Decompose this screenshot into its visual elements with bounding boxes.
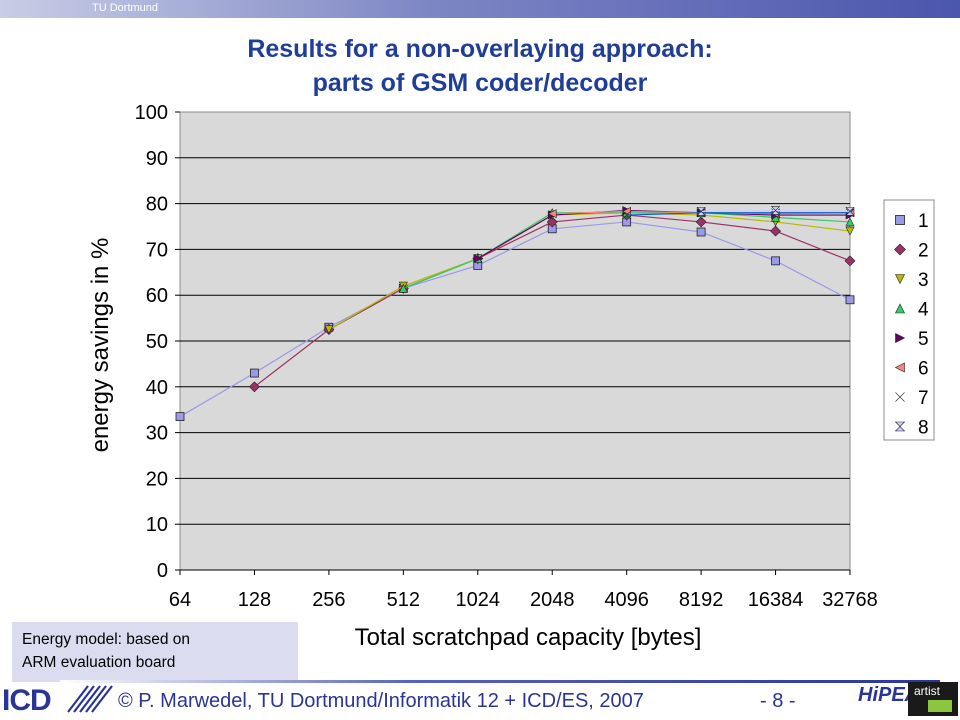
legend-entry: 7: [895, 388, 929, 409]
data-point: [324, 325, 334, 335]
legend-label: 6: [918, 359, 929, 380]
series-line: [179, 221, 851, 418]
series-line: [328, 212, 851, 331]
data-point: [250, 368, 259, 378]
data-point: [844, 255, 856, 267]
legend-label: 5: [918, 329, 929, 350]
y-tick-label: 0: [157, 560, 168, 582]
x-tick-label: 1024: [456, 589, 501, 611]
x-tick-label: 4096: [604, 589, 649, 611]
data-point: [895, 274, 905, 285]
data-point: [845, 217, 855, 227]
data-point: [175, 412, 185, 421]
artist-logo: artist: [914, 684, 941, 698]
series-line: [626, 212, 850, 216]
legend-entry: 1: [895, 211, 929, 232]
data-point: [398, 283, 408, 293]
legend-label: 1: [918, 211, 929, 232]
legend-entry: 6: [894, 359, 929, 380]
data-point: [895, 303, 905, 314]
y-tick-label: 80: [146, 194, 168, 216]
data-point: [546, 216, 558, 228]
legend-label: 8: [918, 418, 929, 439]
data-point: [696, 207, 706, 216]
data-point: [845, 295, 855, 305]
x-tick-label: 16384: [748, 589, 804, 611]
page-number: - 8 -: [760, 690, 796, 712]
legend-entry: 8: [894, 418, 929, 439]
data-point: [547, 209, 557, 219]
y-axis-label: energy savings in %: [87, 238, 114, 453]
top-banner: TU Dortmund: [0, 0, 960, 18]
series-8: [696, 206, 855, 216]
data-point: [894, 243, 906, 256]
data-point: [249, 381, 260, 393]
legend-entry: 4: [895, 300, 929, 321]
data-point: [695, 216, 707, 228]
slide-title-line-2: parts of GSM coder/decoder: [312, 69, 648, 97]
y-tick-label: 50: [146, 331, 168, 353]
slide-title-line-1: Results for a non-overlaying approach:: [247, 35, 713, 63]
y-tick-labels: 0 10 20 30 40 50 60 70 80 90 100: [135, 102, 168, 582]
legend-label: 2: [918, 241, 929, 262]
note-line-2: ARM evaluation board: [22, 654, 176, 671]
x-tick-label: 64: [169, 589, 191, 611]
icd-logo: ICD: [2, 684, 52, 717]
data-point: [895, 215, 905, 225]
y-tick-label: 70: [146, 239, 168, 261]
icd-logo-stripes-icon: [67, 685, 113, 713]
data-point: [894, 362, 905, 373]
data-point: [894, 421, 906, 432]
energy-model-note: Energy model: based on ARM evaluation bo…: [12, 622, 298, 682]
legend-entry: 2: [894, 241, 929, 262]
legend: 1 2 3 4 5 6 7 8: [883, 199, 935, 441]
legend-box: [883, 199, 935, 441]
y-tick-label: 90: [146, 148, 168, 170]
x-tick-labels: 64 128 256 512 1024 2048 4096 8192 16384 32768: [169, 570, 878, 611]
data-point: [770, 206, 781, 215]
data-point: [473, 254, 483, 264]
x-tick-label: 128: [238, 589, 271, 611]
x-tick-label: 2048: [530, 589, 575, 611]
legend-entry: 5: [895, 329, 929, 350]
y-tick-label: 10: [146, 514, 168, 536]
data-point: [845, 207, 855, 216]
y-tick-label: 20: [146, 468, 168, 490]
series-group: [175, 205, 856, 421]
footer-divider: [60, 680, 940, 683]
data-point: [770, 225, 781, 237]
data-point: [622, 210, 631, 220]
data-point: [696, 227, 706, 237]
institution-label: TU Dortmund: [92, 2, 159, 14]
note-line-1: Energy model: based on: [22, 631, 191, 648]
data-point: [845, 226, 855, 236]
y-tick-label: 100: [135, 102, 168, 124]
slide-title: Results for a non-overlaying approach: p…: [0, 32, 960, 100]
y-tick-label: 40: [146, 377, 168, 399]
y-tick-label: 60: [146, 285, 168, 307]
legend-label: 4: [918, 300, 929, 321]
gridlines: [175, 111, 850, 571]
artist-logo-accent: [928, 700, 952, 712]
x-tick-label: 256: [312, 589, 345, 611]
x-axis-label: Total scratchpad capacity [bytes]: [355, 624, 702, 651]
data-point: [771, 256, 780, 266]
x-tick-label: 32768: [822, 589, 878, 611]
footer-copyright: © P. Marwedel, TU Dortmund/Informatik 12…: [118, 690, 644, 712]
legend-label: 7: [918, 388, 929, 409]
y-tick-label: 30: [146, 423, 168, 445]
x-tick-label: 8192: [679, 589, 724, 611]
x-tick-label: 512: [387, 589, 420, 611]
data-point: [895, 392, 905, 402]
legend-label: 3: [918, 270, 929, 291]
data-point: [895, 333, 906, 343]
legend-entry: 3: [895, 270, 929, 291]
